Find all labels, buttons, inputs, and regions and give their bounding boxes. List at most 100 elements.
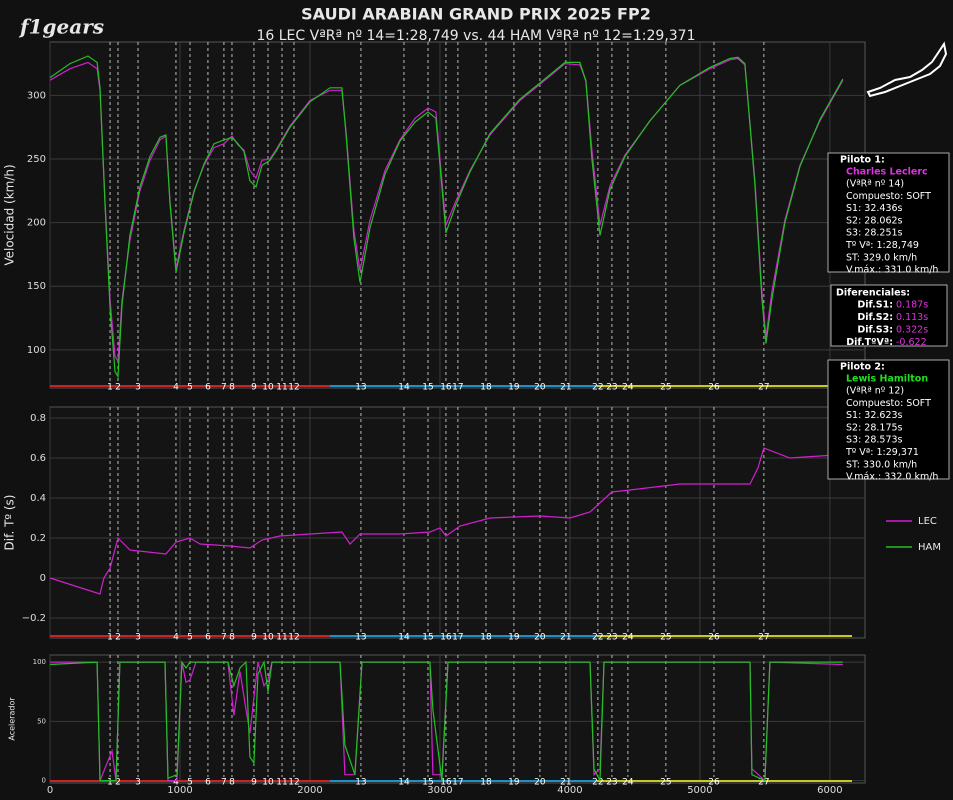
corner-label: 8: [229, 778, 235, 788]
info-title: Piloto 1:: [840, 155, 885, 166]
corner-label: 11: [276, 778, 287, 788]
corner-label: 4: [173, 778, 179, 788]
corner-label: 15: [422, 778, 433, 788]
diff-value: 0.322s: [896, 325, 928, 336]
track-map: [866, 41, 948, 98]
corner-label: 23: [606, 778, 617, 788]
corner-label: 23: [606, 383, 617, 393]
corner-label: 27: [758, 778, 769, 788]
corner-label: 1: [107, 383, 113, 393]
y-tick-label: 200: [27, 218, 46, 229]
info-line: (VªRª nº 14): [846, 179, 904, 190]
corner-label: 9: [251, 778, 257, 788]
corner-label: 1: [107, 778, 113, 788]
y-tick-label: 100: [33, 658, 46, 666]
y-axis-label: Acelerador: [8, 697, 17, 741]
corner-label: 12: [288, 633, 299, 643]
corner-label: 10: [262, 383, 274, 393]
y-tick-label: 300: [27, 90, 46, 101]
corner-label: 7: [221, 383, 227, 393]
corner-label: 18: [480, 383, 492, 393]
corner-label: 25: [660, 633, 671, 643]
info-line: S3: 28.573s: [846, 435, 903, 446]
corner-label: 26: [708, 383, 720, 393]
corner-label: 11: [276, 383, 287, 393]
info-line: ST: 329.0 km/h: [846, 252, 917, 263]
chart-title: SAUDI ARABIAN GRAND PRIX 2025 FP2: [301, 5, 651, 24]
info-line: Tº Vª: 1:28,749: [845, 240, 919, 251]
y-tick-label: 150: [27, 281, 46, 292]
corner-label: 13: [355, 778, 366, 788]
info-line: Tº Vª: 1:29,371: [845, 447, 919, 458]
legend-label: HAM: [918, 542, 941, 553]
corner-label: 18: [480, 778, 492, 788]
info-line: V.máx.: 332.0 km/h: [846, 472, 938, 483]
info-title: Piloto 2:: [840, 362, 885, 373]
legend-label: LEC: [918, 516, 937, 527]
corner-label: 12: [288, 383, 299, 393]
corner-label: 12: [288, 778, 299, 788]
info-line: Compuesto: SOFT: [846, 191, 931, 202]
y-tick-label: 0: [42, 777, 46, 785]
corner-label: 14: [398, 633, 410, 643]
corner-label: 27: [758, 633, 769, 643]
y-tick-label: 0.8: [30, 413, 46, 424]
corner-label: 22: [592, 778, 603, 788]
diff-title: Diferenciales:: [836, 288, 910, 299]
y-tick-label: 0.4: [30, 493, 46, 504]
corner-label: 14: [398, 778, 410, 788]
corner-label: 26: [708, 778, 720, 788]
logo: f1gears: [18, 15, 104, 39]
y-tick-label: 0: [40, 573, 46, 584]
corner-label: 16: [440, 778, 452, 788]
corner-label: 18: [480, 633, 492, 643]
corner-label: 24: [622, 633, 634, 643]
info-line: S3: 28.251s: [846, 228, 903, 239]
corner-label: 22: [592, 383, 603, 393]
corner-label: 4: [173, 383, 179, 393]
chart-subtitle: 16 LEC VªRª nº 14=1:28,749 vs. 44 HAM Vª…: [256, 28, 695, 44]
diff-value: 0.187s: [896, 300, 928, 311]
info-line: S2: 28.062s: [846, 215, 903, 226]
corner-label: 8: [229, 383, 235, 393]
corner-label: 5: [187, 633, 193, 643]
info-box: [827, 359, 950, 480]
corner-label: 20: [534, 778, 546, 788]
x-tick-label: 0: [47, 785, 53, 796]
x-tick-label: 2000: [297, 785, 322, 796]
corner-label: 3: [135, 778, 141, 788]
corner-label: 19: [508, 383, 520, 393]
corner-label: 19: [508, 633, 520, 643]
corner-label: 8: [229, 633, 235, 643]
corner-label: 21: [560, 383, 571, 393]
corner-label: 24: [622, 778, 634, 788]
corner-label: 17: [452, 633, 463, 643]
data-line: [49, 660, 843, 782]
diff-box: [830, 284, 948, 347]
corner-label: 13: [355, 383, 366, 393]
corner-label: 7: [221, 778, 227, 788]
corner-label: 23: [606, 633, 617, 643]
diff-label: Dif.S3:: [857, 325, 893, 336]
info-line: S1: 32.623s: [846, 410, 903, 421]
corner-label: 20: [534, 383, 546, 393]
info-line: V.máx.: 331.0 km/h: [846, 265, 938, 276]
corner-label: 2: [115, 778, 121, 788]
corner-label: 24: [622, 383, 634, 393]
corner-label: 4: [173, 633, 179, 643]
corner-label: 2: [115, 633, 121, 643]
corner-label: 20: [534, 633, 546, 643]
corner-label: 13: [355, 633, 366, 643]
corner-label: 10: [262, 778, 274, 788]
y-tick-label: 250: [27, 154, 46, 165]
corner-label: 19: [508, 778, 520, 788]
corner-label: 26: [708, 633, 720, 643]
corner-label: 25: [660, 383, 671, 393]
diff-value: -0.622: [896, 337, 927, 348]
corner-label: 11: [276, 633, 287, 643]
corner-label: 16: [440, 383, 452, 393]
info-line: (VªRª nº 12): [846, 386, 904, 397]
data-line: [49, 447, 850, 595]
y-tick-label: 0.2: [30, 533, 46, 544]
